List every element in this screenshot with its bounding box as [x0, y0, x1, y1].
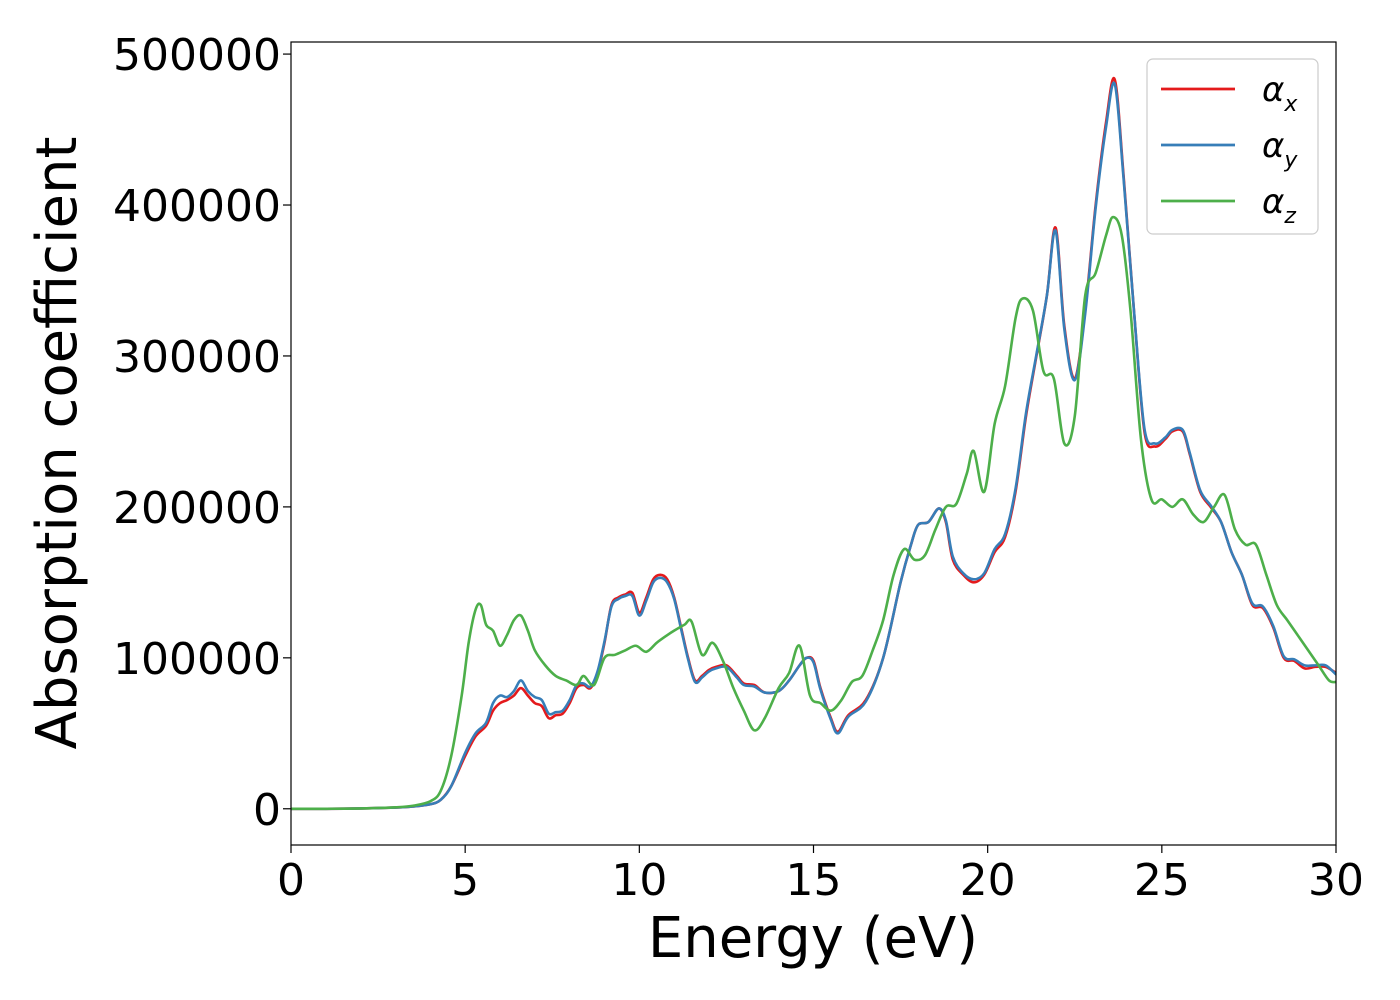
legend-label-subscript: z [1283, 204, 1296, 229]
y-tick-label: 200000 [113, 483, 281, 534]
legend-box [1146, 58, 1319, 235]
legend-label-base: α [1262, 182, 1284, 222]
y-axis: 0 100000 200000 300000 400000 500000 [113, 30, 291, 836]
series-layer [291, 76, 1336, 811]
y-tick-label: 500000 [113, 30, 281, 81]
legend-label-base: α [1262, 126, 1284, 166]
x-tick-label: 25 [1134, 855, 1190, 906]
y-axis-title: Absorption coefficient [25, 137, 90, 750]
y-tick-label: 300000 [113, 332, 281, 383]
x-tick-label: 0 [277, 855, 305, 906]
x-axis-title: Energy (eV) [648, 906, 978, 971]
series-line-z [291, 215, 1336, 811]
x-axis: 0 5 10 15 20 25 30 [277, 845, 1364, 906]
y-tick-label: 0 [253, 785, 281, 836]
series-line-y [291, 81, 1336, 811]
legend-label-base: α [1262, 70, 1284, 110]
legend-label-subscript: y [1283, 148, 1298, 173]
x-tick-label: 5 [451, 855, 479, 906]
x-tick-label: 15 [786, 855, 842, 906]
x-tick-label: 20 [960, 855, 1016, 906]
legend-label-x: αx [1262, 70, 1298, 117]
x-tick-label: 10 [611, 855, 667, 906]
legend-label-z: αz [1262, 182, 1296, 229]
legend-label-y: αy [1262, 126, 1298, 173]
legend-label-subscript: x [1283, 92, 1298, 117]
x-tick-label: 30 [1308, 855, 1364, 906]
y-tick-label: 400000 [113, 181, 281, 232]
y-tick-label: 100000 [113, 634, 281, 685]
